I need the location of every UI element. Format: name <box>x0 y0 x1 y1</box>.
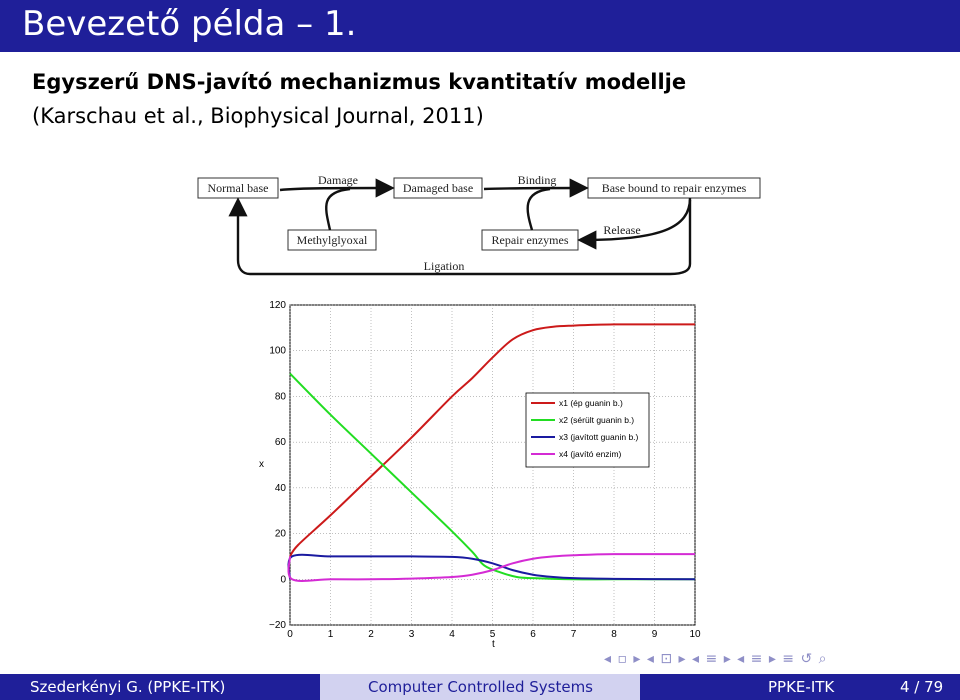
footer-author: Szederkényi G. (PPKE-ITK) <box>30 678 226 696</box>
footer-course: Computer Controlled Systems <box>368 678 593 696</box>
series-line-x3 <box>287 553 696 581</box>
x-tick-label: 9 <box>652 629 658 640</box>
x-tick-label: 1 <box>328 629 334 640</box>
edge-label-release: Release <box>603 223 640 237</box>
y-tick-label: 120 <box>269 300 286 311</box>
x-tick-label: 10 <box>689 629 701 640</box>
node-methylglyoxal <box>287 229 377 251</box>
footer-institute: PPKE-ITK <box>768 678 835 696</box>
slide-title: Bevezető példa – 1. <box>22 4 357 44</box>
y-tick-label: 40 <box>275 483 287 494</box>
beamer-navigation[interactable]: ◂ ▫ ▸ ◂ ⊡ ▸ ◂ ≡ ▸ ◂ ≡ ▸ ≡ ↺ ⌕ <box>604 651 828 667</box>
x-tick-label: 6 <box>530 629 536 640</box>
legend-label: x3 (javított guanin b.) <box>559 432 639 442</box>
footer-author-cell: Szederkényi G. (PPKE-ITK) <box>0 674 320 700</box>
footer-bar: Szederkényi G. (PPKE-ITK) Computer Contr… <box>0 674 960 700</box>
arrow-methylglyoxal <box>325 187 351 231</box>
footer-page-number: 4 / 79 <box>900 678 944 696</box>
arrow-binding <box>483 178 589 198</box>
footer-institute-cell: PPKE-ITK 4 / 79 <box>640 674 960 700</box>
edge-label-binding: Binding <box>518 173 557 187</box>
x-tick-label: 3 <box>409 629 415 640</box>
y-tick-label: 60 <box>275 437 287 448</box>
series-line-x4 <box>287 553 696 582</box>
slide-title-bar: Bevezető példa – 1. <box>0 0 960 52</box>
x-tick-label: 8 <box>611 629 617 640</box>
x-tick-label: 0 <box>287 629 293 640</box>
legend-label: x4 (javító enzim) <box>559 449 622 459</box>
edge-label-ligation: Ligation <box>424 259 465 273</box>
arrow-release <box>577 197 692 250</box>
y-axis-label: x <box>259 459 264 470</box>
x-tick-label: 7 <box>571 629 577 640</box>
edge-label-damage: Damage <box>318 173 358 187</box>
legend-label: x1 (ép guanin b.) <box>559 398 623 408</box>
series-line-x2 <box>289 372 695 581</box>
chart-legend: x1 (ép guanin b.) x2 (sérült guanin b.) x3… <box>525 392 650 468</box>
series-lines <box>287 323 696 582</box>
node-methylglyoxal-label: Methylglyoxal <box>297 233 368 247</box>
y-tick-label: −20 <box>269 620 286 631</box>
subtitle-reference: (Karschau et al., Biophysical Journal, 2… <box>32 104 484 128</box>
y-tick-label: 100 <box>269 346 286 357</box>
x-tick-label: 2 <box>368 629 374 640</box>
arrow-damage <box>279 178 395 198</box>
x-tick-labels: 0 1 2 3 4 5 6 7 8 9 10 <box>287 629 701 640</box>
arrow-repair-enzyme-in <box>526 187 551 231</box>
node-base-bound-label: Base bound to repair enzymes <box>602 181 747 195</box>
node-normal-base-label: Normal base <box>208 181 269 195</box>
y-tick-labels: −20 0 20 40 60 80 100 120 <box>269 300 286 631</box>
legend-label: x2 (sérült guanin b.) <box>559 415 634 425</box>
subtitle-heading: Egyszerű DNS-javító mechanizmus kvantita… <box>32 70 687 94</box>
series-line-x1 <box>289 323 695 558</box>
arrow-ligation <box>228 197 692 276</box>
x-tick-label: 5 <box>490 629 496 640</box>
y-tick-label: 20 <box>275 529 287 540</box>
node-repair-enzymes-label: Repair enzymes <box>492 233 569 247</box>
y-tick-label: 0 <box>280 574 286 585</box>
x-axis-label: t <box>492 639 495 650</box>
y-tick-label: 80 <box>275 391 287 402</box>
dna-repair-diagram: Normal base Damaged base Base bound to r… <box>197 173 761 276</box>
x-tick-label: 4 <box>449 629 455 640</box>
footer-course-cell: Computer Controlled Systems <box>320 674 640 700</box>
node-damaged-base-label: Damaged base <box>403 181 473 195</box>
